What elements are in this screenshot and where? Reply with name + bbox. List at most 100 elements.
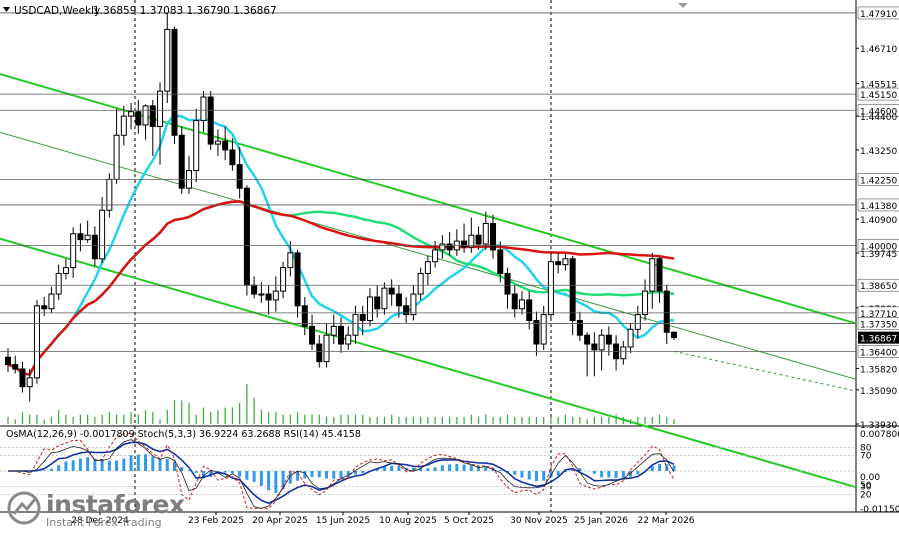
x-tick-label: 5 Oct 2025 bbox=[444, 516, 494, 526]
rsi-line bbox=[8, 441, 675, 504]
y-tick-label: 1.43250 bbox=[860, 147, 897, 157]
candle-body bbox=[620, 346, 627, 360]
channel-line-1 bbox=[0, 237, 857, 489]
osc-axis-label: 50 bbox=[860, 481, 872, 491]
candle-body bbox=[70, 233, 77, 269]
candle-body bbox=[26, 377, 33, 388]
candle-body bbox=[555, 261, 562, 266]
x-tick-label: 25 Jan 2026 bbox=[574, 516, 628, 526]
x-tick-label: 23 Feb 2025 bbox=[188, 516, 244, 526]
ma-slow-line bbox=[7, 200, 675, 376]
candle-body bbox=[106, 178, 113, 211]
level-tag-box bbox=[857, 173, 899, 186]
x-tick-label: 10 Aug 2025 bbox=[379, 516, 437, 526]
ma-fast-line bbox=[7, 114, 675, 376]
candle-body bbox=[446, 243, 453, 251]
candle-body bbox=[381, 287, 388, 310]
candle-body bbox=[91, 234, 98, 260]
candle-body bbox=[649, 258, 656, 292]
stoch-signal-line bbox=[8, 439, 675, 509]
candle-body bbox=[461, 240, 468, 248]
osc-axis-label: -0.01150 bbox=[860, 505, 899, 515]
candle-body bbox=[439, 243, 446, 251]
candle-body bbox=[280, 267, 287, 292]
candle-body bbox=[272, 290, 279, 301]
candle-body bbox=[200, 96, 207, 122]
candle-body bbox=[359, 314, 366, 321]
current-price-label: 1.36867 bbox=[860, 335, 897, 345]
candle-body bbox=[468, 234, 475, 248]
candle-body bbox=[627, 328, 634, 348]
collapse-arrow-icon[interactable] bbox=[678, 3, 688, 8]
candle-body bbox=[265, 293, 272, 301]
candle-body bbox=[526, 299, 533, 321]
candle-body bbox=[591, 343, 598, 351]
x-tick-label: 15 Jun 2025 bbox=[316, 516, 370, 526]
level-tag-box bbox=[857, 278, 899, 292]
level-tag-box bbox=[857, 239, 899, 252]
candle-body bbox=[236, 164, 243, 189]
candle-body bbox=[562, 258, 569, 266]
level-tag-label: 1.37350 bbox=[860, 320, 897, 330]
candle-body bbox=[251, 284, 258, 295]
x-tick-label: 20 Apr 2025 bbox=[252, 516, 308, 526]
candles-layer bbox=[5, 12, 677, 402]
candle-body bbox=[128, 111, 135, 117]
candle-body bbox=[62, 267, 69, 274]
candle-body bbox=[547, 261, 554, 316]
candle-body bbox=[12, 364, 19, 370]
candle-body bbox=[19, 368, 26, 388]
candle-body bbox=[569, 258, 576, 321]
current-price-box bbox=[858, 331, 899, 344]
candle-body bbox=[214, 140, 221, 145]
header-ohlc: 1.36859 1.37083 1.36790 1.36867 bbox=[93, 5, 277, 17]
level-tag-box bbox=[857, 87, 899, 101]
candle-body bbox=[55, 272, 62, 295]
y-tick-label: 1.35090 bbox=[860, 387, 897, 397]
osc-axis-label: 0.00 bbox=[860, 473, 880, 483]
candle-body bbox=[482, 222, 489, 245]
candle-body bbox=[504, 272, 511, 295]
brand-name: instaforex bbox=[46, 490, 185, 519]
candle-body bbox=[48, 293, 55, 310]
candle-body bbox=[113, 134, 120, 180]
menu-triangle-icon[interactable] bbox=[3, 7, 10, 12]
candle-body bbox=[366, 296, 373, 321]
level-tag-label: 1.45150 bbox=[860, 91, 897, 101]
candle-body bbox=[135, 111, 142, 126]
candle-body bbox=[222, 140, 229, 151]
candle-body bbox=[301, 305, 308, 327]
candle-body bbox=[403, 305, 410, 316]
candle-body bbox=[374, 296, 381, 310]
candle-body bbox=[84, 234, 91, 241]
candle-body bbox=[309, 325, 316, 345]
candle-body bbox=[33, 305, 40, 379]
candle-body bbox=[41, 305, 48, 310]
candle-body bbox=[157, 90, 164, 127]
candle-body bbox=[497, 249, 504, 274]
stoch-main-line bbox=[8, 433, 675, 509]
candle-body bbox=[533, 319, 540, 345]
candle-body bbox=[605, 334, 612, 345]
x-axis-layer: 28 Dec 2024 23 Feb 2025 20 Apr 2025 15 Jun … bbox=[71, 512, 695, 526]
candle-body bbox=[294, 252, 301, 307]
level-tag-label: 1.36400 bbox=[860, 348, 897, 358]
y-tick-label: 1.44400 bbox=[860, 113, 897, 123]
candle-body bbox=[243, 187, 250, 286]
oscillator-label: OsMA(12,26,9) -0.0017809 Stoch(5,3,3) 36… bbox=[6, 429, 361, 440]
candle-body bbox=[287, 252, 294, 269]
y-tick-label: 1.40900 bbox=[860, 216, 897, 226]
candle-body bbox=[338, 325, 344, 345]
brand-logo-icon bbox=[7, 491, 41, 525]
moving-averages-layer bbox=[7, 114, 675, 376]
level-tag-box bbox=[857, 6, 899, 20]
candle-body bbox=[316, 343, 323, 363]
candle-body bbox=[671, 331, 677, 339]
candle-body bbox=[518, 299, 525, 310]
candle-body bbox=[323, 334, 330, 363]
osc-axis-label: 70 bbox=[860, 451, 872, 461]
candle-body bbox=[475, 234, 482, 245]
candle-body bbox=[120, 115, 127, 136]
